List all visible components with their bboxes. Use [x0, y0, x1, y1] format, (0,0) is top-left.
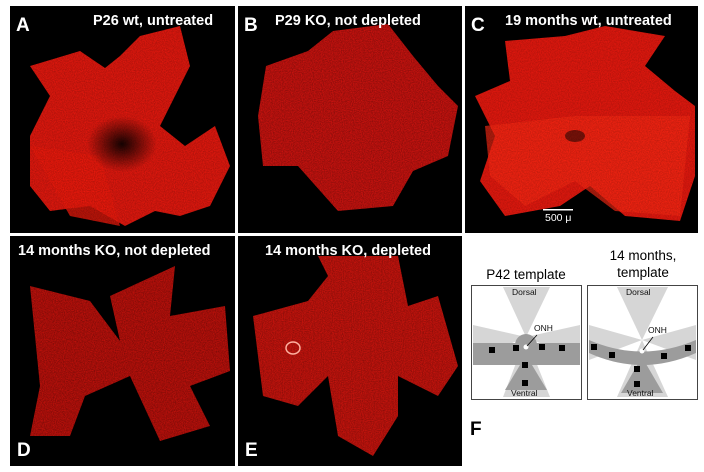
template-title-14-months-line1: 14 months,	[609, 248, 677, 263]
template-dorsal-label-14-months: Dorsal	[626, 287, 651, 297]
template-diagram-14-months	[587, 285, 698, 400]
retina-flatmount-d	[10, 236, 235, 466]
template-ventral-label-p42: Ventral	[511, 388, 538, 398]
panel-title-d: 14 months KO, not depleted	[18, 243, 211, 259]
retina-flatmount-e	[238, 236, 462, 466]
panel-letter-d: D	[17, 440, 31, 461]
retina-flatmount-b	[238, 6, 462, 233]
panel-letter-b: B	[244, 15, 258, 36]
panel-e-retina-image: 14 months KO, depleted E	[238, 236, 462, 466]
panel-title-c: 19 months wt, untreated	[505, 13, 672, 29]
scale-bar-label: 500 μ	[545, 212, 572, 224]
panel-title-e: 14 months KO, depleted	[265, 243, 431, 259]
template-dorsal-label-p42: Dorsal	[512, 287, 537, 297]
retina-flatmount-a	[10, 6, 235, 233]
panel-letter-c: C	[471, 15, 485, 36]
panel-d-retina-image: 14 months KO, not depleted D	[10, 236, 235, 466]
template-onh-label-14-months: ONH	[648, 325, 667, 335]
template-onh-label-p42: ONH	[534, 323, 553, 333]
template-diagram-p42	[471, 285, 582, 400]
panel-a-retina-image: A P26 wt, untreated	[10, 6, 235, 233]
scale-bar	[543, 209, 573, 211]
retina-flatmount-c	[465, 6, 698, 233]
panel-b-retina-image: B P29 KO, not depleted	[238, 6, 462, 233]
template-ventral-label-14-months: Ventral	[627, 388, 654, 398]
template-title-14-months-line2: template	[617, 265, 669, 280]
panel-title-b: P29 KO, not depleted	[275, 13, 421, 29]
template-title-p42: P42 template	[486, 267, 566, 282]
panel-letter-f: F	[470, 419, 482, 440]
panel-letter-a: A	[16, 15, 30, 36]
panel-letter-e: E	[245, 440, 258, 461]
panel-title-a: P26 wt, untreated	[93, 13, 214, 29]
panel-c-retina-image: C 19 months wt, untreated 500 μ	[465, 6, 698, 233]
